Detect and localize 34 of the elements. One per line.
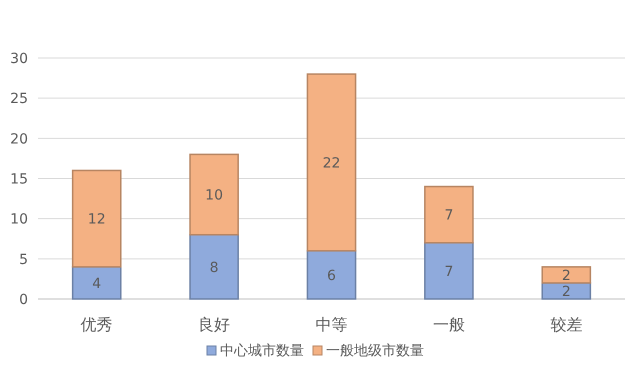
y-tick-label: 30: [10, 51, 28, 67]
y-tick-label: 25: [10, 91, 28, 108]
y-tick-label: 10: [10, 212, 28, 228]
bar: [189, 154, 239, 236]
bar: [306, 73, 356, 252]
bar: [541, 282, 592, 300]
legend-label: 中心城市数量: [220, 343, 304, 359]
y-tick-label: 15: [10, 172, 28, 188]
x-tick-label: 较差: [550, 315, 582, 334]
data-label: 8: [210, 260, 219, 276]
bar: [541, 266, 592, 284]
x-tick-label: 良好: [198, 315, 230, 334]
data-label: 2: [562, 268, 571, 284]
data-label: 22: [322, 155, 340, 172]
bar: [189, 234, 239, 300]
y-tick-label: 0: [19, 292, 28, 308]
legend-label: 一般地级市数量: [326, 343, 424, 359]
bar: [72, 170, 122, 268]
x-tick-label: 优秀: [80, 315, 113, 334]
data-label: 7: [444, 208, 454, 224]
data-label: 7: [444, 264, 454, 280]
data-label: 10: [205, 188, 224, 204]
data-label: 12: [88, 212, 106, 228]
data-label: 2: [562, 284, 571, 300]
y-tick-label: 5: [19, 252, 28, 268]
bar: [306, 250, 356, 300]
data-label: 4: [92, 276, 102, 292]
x-tick-label: 中等: [316, 315, 348, 334]
bar: [72, 266, 122, 300]
bar: [424, 242, 474, 300]
data-label: 6: [327, 268, 336, 284]
x-tick-label: 一般: [432, 315, 465, 334]
y-tick-label: 20: [10, 131, 28, 148]
bar: [424, 186, 474, 244]
